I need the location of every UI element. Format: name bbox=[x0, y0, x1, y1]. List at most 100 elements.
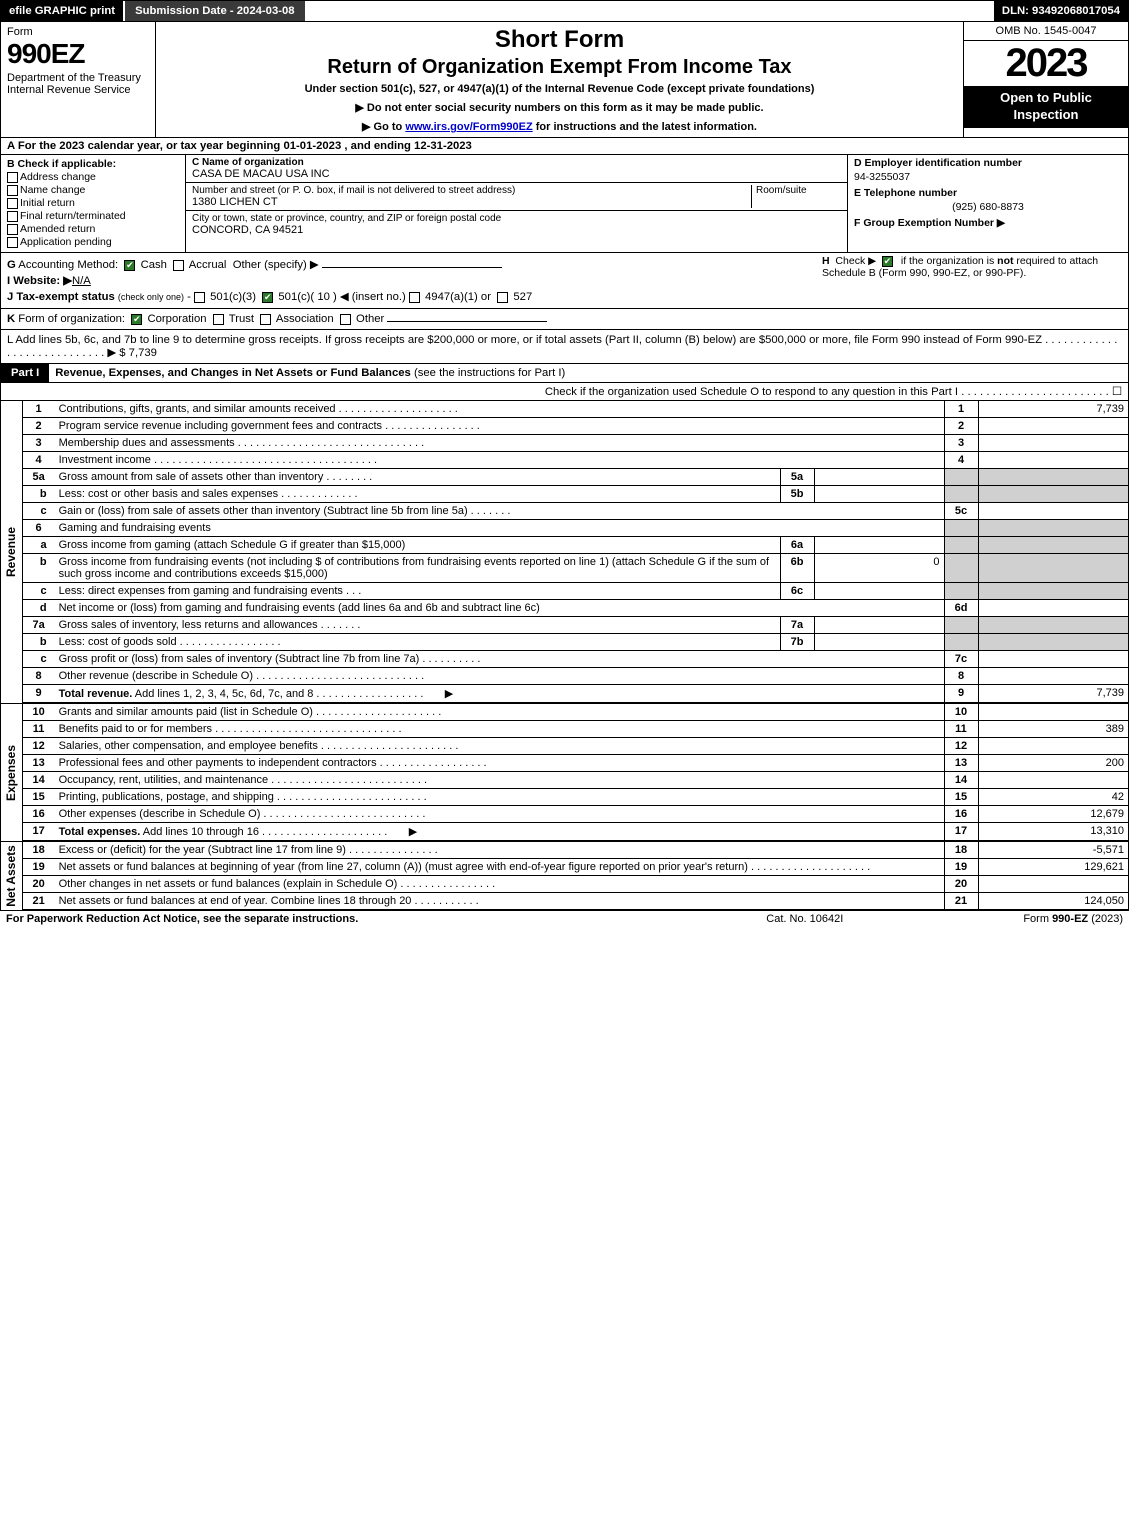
line-2: 2Program service revenue including gover… bbox=[23, 418, 1128, 435]
d-label: D Employer identification number bbox=[854, 157, 1122, 169]
part-1-header: Part I Revenue, Expenses, and Changes in… bbox=[0, 364, 1129, 383]
form-number: 990EZ bbox=[7, 38, 149, 70]
chk-application-pending[interactable]: Application pending bbox=[7, 236, 179, 248]
line-21: 21Net assets or fund balances at end of … bbox=[23, 893, 1128, 910]
dept-label: Department of the Treasury Internal Reve… bbox=[7, 72, 149, 96]
instr-pre: ▶ Go to bbox=[362, 121, 405, 133]
chk-name-change[interactable]: Name change bbox=[7, 184, 179, 196]
f-label: F Group Exemption Number ▶ bbox=[854, 217, 1122, 229]
website-value: N/A bbox=[72, 275, 91, 287]
dln-label: DLN: 93492068017054 bbox=[994, 1, 1128, 21]
c-city-cell: City or town, state or province, country… bbox=[186, 211, 847, 238]
check-schedule-o: Check if the organization used Schedule … bbox=[0, 383, 1129, 401]
line-7b: bLess: cost of goods sold . . . . . . . … bbox=[23, 634, 1128, 651]
line-8: 8Other revenue (describe in Schedule O) … bbox=[23, 668, 1128, 685]
line-6c: cLess: direct expenses from gaming and f… bbox=[23, 583, 1128, 600]
line-16: 16Other expenses (describe in Schedule O… bbox=[23, 806, 1128, 823]
rows-g-to-j: G Accounting Method: Cash Accrual Other … bbox=[0, 253, 1129, 309]
room-label: Room/suite bbox=[756, 185, 841, 196]
title-return: Return of Organization Exempt From Incom… bbox=[164, 56, 955, 79]
footer-right: Form 990-EZ (2023) bbox=[1023, 913, 1123, 925]
instr-link: ▶ Go to www.irs.gov/Form990EZ for instru… bbox=[164, 120, 955, 133]
chk-initial-return[interactable]: Initial return bbox=[7, 197, 179, 209]
netassets-vlabel: Net Assets bbox=[1, 842, 23, 910]
section-b-through-f: B Check if applicable: Address change Na… bbox=[0, 155, 1129, 253]
chk-other[interactable] bbox=[340, 314, 351, 325]
line-9: 9Total revenue. Add lines 1, 2, 3, 4, 5c… bbox=[23, 685, 1128, 703]
c-name-cell: C Name of organization CASA DE MACAU USA… bbox=[186, 155, 847, 183]
header-right: OMB No. 1545-0047 2023 Open to Public In… bbox=[963, 22, 1128, 137]
expenses-vlabel: Expenses bbox=[1, 704, 23, 841]
part-1-label: Part I bbox=[1, 364, 49, 382]
page-footer: For Paperwork Reduction Act Notice, see … bbox=[0, 911, 1129, 927]
org-city: CONCORD, CA 94521 bbox=[192, 224, 841, 236]
form-header: Form 990EZ Department of the Treasury In… bbox=[0, 22, 1129, 138]
c-addr-cell: Number and street (or P. O. box, if mail… bbox=[186, 183, 847, 211]
footer-cat-no: Cat. No. 10642I bbox=[766, 913, 843, 925]
title-short-form: Short Form bbox=[164, 26, 955, 54]
chk-amended-return[interactable]: Amended return bbox=[7, 223, 179, 235]
revenue-vlabel: Revenue bbox=[1, 401, 23, 703]
chk-h[interactable] bbox=[882, 256, 893, 267]
form-label: Form bbox=[7, 26, 149, 38]
phone-value: (925) 680-8873 bbox=[854, 201, 1122, 213]
instr-ssn: ▶ Do not enter social security numbers o… bbox=[164, 101, 955, 114]
chk-accrual[interactable] bbox=[173, 260, 184, 271]
row-j: J Tax-exempt status (check only one) - 5… bbox=[7, 290, 1122, 303]
column-c: C Name of organization CASA DE MACAU USA… bbox=[186, 155, 848, 252]
line-6: 6Gaming and fundraising events bbox=[23, 520, 1128, 537]
line-1: 1Contributions, gifts, grants, and simil… bbox=[23, 401, 1128, 418]
line-11: 11Benefits paid to or for members . . . … bbox=[23, 721, 1128, 738]
row-a-tax-year: A For the 2023 calendar year, or tax yea… bbox=[0, 138, 1129, 155]
chk-4947[interactable] bbox=[409, 292, 420, 303]
line-13: 13Professional fees and other payments t… bbox=[23, 755, 1128, 772]
omb-number: OMB No. 1545-0047 bbox=[964, 22, 1128, 41]
chk-address-change[interactable]: Address change bbox=[7, 171, 179, 183]
line-12: 12Salaries, other compensation, and empl… bbox=[23, 738, 1128, 755]
line-6b: bGross income from fundraising events (n… bbox=[23, 554, 1128, 583]
chk-trust[interactable] bbox=[213, 314, 224, 325]
row-l: L Add lines 5b, 6c, and 7b to line 9 to … bbox=[0, 330, 1129, 364]
netassets-table: 18Excess or (deficit) for the year (Subt… bbox=[23, 842, 1128, 910]
chk-cash[interactable] bbox=[124, 260, 135, 271]
e-label: E Telephone number bbox=[854, 187, 1122, 199]
line-3: 3Membership dues and assessments . . . .… bbox=[23, 435, 1128, 452]
chk-assoc[interactable] bbox=[260, 314, 271, 325]
line-6d: dNet income or (loss) from gaming and fu… bbox=[23, 600, 1128, 617]
line-6a: aGross income from gaming (attach Schedu… bbox=[23, 537, 1128, 554]
line-20: 20Other changes in net assets or fund ba… bbox=[23, 876, 1128, 893]
line-5c: cGain or (loss) from sale of assets othe… bbox=[23, 503, 1128, 520]
c-name-label: C Name of organization bbox=[192, 157, 304, 168]
line-19: 19Net assets or fund balances at beginni… bbox=[23, 859, 1128, 876]
chk-527[interactable] bbox=[497, 292, 508, 303]
spacer bbox=[305, 1, 994, 21]
column-def: D Employer identification number 94-3255… bbox=[848, 155, 1128, 252]
c-addr-label: Number and street (or P. O. box, if mail… bbox=[192, 185, 751, 196]
header-left: Form 990EZ Department of the Treasury In… bbox=[1, 22, 156, 137]
efile-print-button[interactable]: efile GRAPHIC print bbox=[1, 1, 125, 21]
chk-corp[interactable] bbox=[131, 314, 142, 325]
org-address: 1380 LICHEN CT bbox=[192, 196, 751, 208]
instr-post: for instructions and the latest informat… bbox=[533, 121, 757, 133]
part-1-title: Revenue, Expenses, and Changes in Net As… bbox=[49, 364, 1128, 382]
tax-year: 2023 bbox=[964, 41, 1128, 86]
revenue-table: 1Contributions, gifts, grants, and simil… bbox=[23, 401, 1128, 703]
irs-link[interactable]: www.irs.gov/Form990EZ bbox=[405, 121, 532, 133]
footer-left: For Paperwork Reduction Act Notice, see … bbox=[6, 913, 766, 925]
line-14: 14Occupancy, rent, utilities, and mainte… bbox=[23, 772, 1128, 789]
chk-501c3[interactable] bbox=[194, 292, 205, 303]
header-center: Short Form Return of Organization Exempt… bbox=[156, 22, 963, 137]
row-h: H Check ▶ if the organization is not req… bbox=[822, 255, 1122, 279]
submission-date: Submission Date - 2024-03-08 bbox=[125, 1, 304, 21]
part-1-note: (see the instructions for Part I) bbox=[414, 367, 565, 379]
b-label: B Check if applicable: bbox=[7, 158, 116, 170]
line-18: 18Excess or (deficit) for the year (Subt… bbox=[23, 842, 1128, 859]
org-name: CASA DE MACAU USA INC bbox=[192, 168, 841, 180]
line-5a: 5aGross amount from sale of assets other… bbox=[23, 469, 1128, 486]
chk-501c[interactable] bbox=[262, 292, 273, 303]
chk-final-return[interactable]: Final return/terminated bbox=[7, 210, 179, 222]
ein-value: 94-3255037 bbox=[854, 171, 1122, 183]
line-17: 17Total expenses. Add lines 10 through 1… bbox=[23, 823, 1128, 841]
line-15: 15Printing, publications, postage, and s… bbox=[23, 789, 1128, 806]
line-7a: 7aGross sales of inventory, less returns… bbox=[23, 617, 1128, 634]
